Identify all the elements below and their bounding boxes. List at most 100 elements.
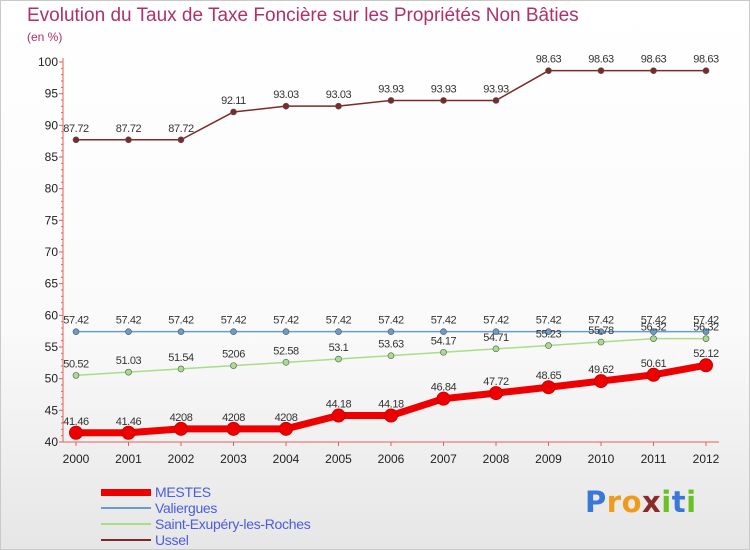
x-tick-label: 2001 <box>115 452 142 466</box>
data-label: 48.65 <box>536 370 562 382</box>
data-point <box>436 391 451 406</box>
data-point <box>331 408 346 423</box>
data-label: 87.72 <box>168 123 194 135</box>
y-tick-label: 100 <box>38 55 58 69</box>
data-label: 57.42 <box>221 315 247 327</box>
data-point <box>545 342 552 349</box>
data-label: 53.1 <box>329 342 349 354</box>
x-tick-label: 2008 <box>483 452 510 466</box>
y-tick-label: 45 <box>45 403 59 417</box>
data-label: 93.03 <box>273 89 299 101</box>
data-label: 51.54 <box>168 352 194 364</box>
data-point <box>597 338 605 346</box>
data-label: 52.58 <box>273 345 299 357</box>
data-label: 55.78 <box>588 325 614 337</box>
x-tick-label: 2010 <box>588 452 615 466</box>
data-point <box>492 345 500 353</box>
data-label: 57.42 <box>431 315 457 327</box>
data-point <box>125 328 132 335</box>
y-tick-label: 75 <box>45 213 59 227</box>
data-label: 93.03 <box>326 89 352 101</box>
data-label: 4208 <box>222 412 245 424</box>
logo-letter: x <box>642 485 662 519</box>
data-point <box>545 328 552 335</box>
data-point <box>650 328 657 335</box>
y-tick-label: 70 <box>45 245 59 259</box>
y-tick-label: 60 <box>45 308 59 322</box>
data-label: 4208 <box>170 412 193 424</box>
logo-letter: o <box>621 485 643 519</box>
y-tick-label: 90 <box>45 118 59 132</box>
y-tick-label: 65 <box>45 277 59 291</box>
data-label: 52.12 <box>693 348 719 360</box>
chart-title: Evolution du Taux de Taxe Foncière sur l… <box>27 5 579 26</box>
data-label: 53.63 <box>378 339 404 351</box>
data-point <box>125 368 132 376</box>
data-point <box>597 328 605 335</box>
data-point <box>335 328 342 335</box>
data-label: 57.42 <box>536 315 562 327</box>
data-point <box>387 97 395 104</box>
data-label: 56.32 <box>641 322 667 334</box>
data-label: 5206 <box>222 349 245 361</box>
data-point <box>282 102 290 110</box>
legend-label: Valiergues <box>155 500 218 516</box>
data-point <box>177 136 185 144</box>
data-label: 4208 <box>275 412 298 424</box>
legend-swatch <box>101 539 151 541</box>
data-point <box>282 328 290 335</box>
data-point <box>335 355 342 363</box>
data-point <box>121 425 136 440</box>
data-point <box>230 328 237 335</box>
legend-label: Ussel <box>155 532 189 548</box>
data-label: 98.63 <box>641 54 667 66</box>
data-label: 93.93 <box>431 83 457 95</box>
data-point <box>177 328 185 335</box>
x-tick-label: 2009 <box>535 452 562 466</box>
data-point <box>492 97 500 104</box>
logo-letter: P <box>585 485 607 519</box>
x-tick-label: 2002 <box>168 452 195 466</box>
data-point <box>384 408 398 423</box>
data-label: 56.32 <box>693 322 719 334</box>
logo-letter: i <box>661 485 672 519</box>
logo-letter: t <box>671 485 687 519</box>
data-label: 98.63 <box>536 54 562 66</box>
data-point <box>387 352 395 359</box>
x-tick-label: 2005 <box>325 452 352 466</box>
x-tick-label: 2007 <box>430 452 457 466</box>
y-axis-unit-label: (en %) <box>27 30 63 44</box>
data-point <box>69 425 83 440</box>
data-label: 57.42 <box>588 315 614 327</box>
data-point <box>702 328 710 335</box>
data-label: 57.42 <box>273 315 299 327</box>
data-label: 47.72 <box>483 376 509 388</box>
data-label: 50.52 <box>63 358 89 370</box>
data-label: 41.46 <box>116 416 142 428</box>
data-point <box>541 380 556 395</box>
x-tick-label: 2004 <box>273 452 300 466</box>
data-label: 46.84 <box>431 382 457 394</box>
data-point <box>545 67 552 74</box>
y-tick-label: 55 <box>45 340 59 354</box>
y-tick-label: 40 <box>45 435 59 449</box>
data-label: 57.42 <box>483 315 509 327</box>
data-point <box>177 365 185 373</box>
data-label: 49.62 <box>588 364 614 376</box>
data-point <box>440 348 447 356</box>
data-point <box>594 374 608 389</box>
data-point <box>230 362 237 369</box>
proxiti-logo: Proxiti <box>585 485 697 519</box>
x-tick-label: 2006 <box>378 452 405 466</box>
y-tick-label: 95 <box>45 87 59 101</box>
data-point <box>597 67 605 74</box>
data-label: 54.17 <box>431 335 457 347</box>
data-label: 57.42 <box>378 315 404 327</box>
data-point <box>440 97 447 104</box>
logo-letter: r <box>606 485 622 519</box>
data-label: 50.61 <box>641 358 667 370</box>
data-point <box>440 328 447 335</box>
data-point <box>702 335 710 342</box>
